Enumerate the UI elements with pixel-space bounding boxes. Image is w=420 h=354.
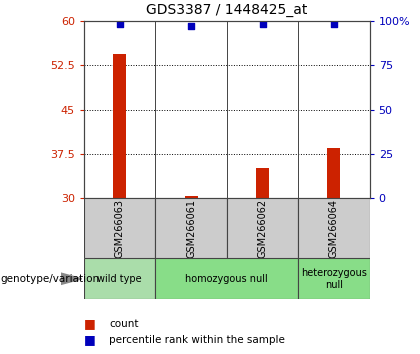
Bar	[298, 198, 370, 258]
Text: percentile rank within the sample: percentile rank within the sample	[109, 335, 285, 345]
Bar	[155, 258, 298, 299]
Bar	[298, 258, 370, 299]
Point	[188, 23, 194, 28]
Text: GSM266062: GSM266062	[257, 199, 268, 258]
Bar	[155, 198, 227, 258]
Text: ■: ■	[84, 318, 96, 330]
Bar	[84, 258, 155, 299]
Text: ■: ■	[84, 333, 96, 346]
Text: GSM266061: GSM266061	[186, 199, 196, 258]
Bar	[84, 198, 155, 258]
Title: GDS3387 / 1448425_at: GDS3387 / 1448425_at	[146, 4, 307, 17]
Text: GSM266063: GSM266063	[115, 199, 125, 258]
Polygon shape	[61, 273, 82, 285]
Bar	[185, 196, 197, 198]
Text: wild type: wild type	[97, 274, 142, 284]
Bar	[227, 198, 298, 258]
Point	[259, 21, 266, 27]
Text: GSM266064: GSM266064	[329, 199, 339, 258]
Text: genotype/variation: genotype/variation	[1, 274, 100, 284]
Point	[116, 21, 123, 27]
Text: count: count	[109, 319, 139, 329]
Bar	[256, 167, 269, 198]
Point	[331, 21, 337, 27]
Bar	[113, 54, 126, 198]
Text: heterozygous
null: heterozygous null	[301, 268, 367, 290]
Text: homozygous null: homozygous null	[185, 274, 268, 284]
Bar	[328, 148, 340, 198]
